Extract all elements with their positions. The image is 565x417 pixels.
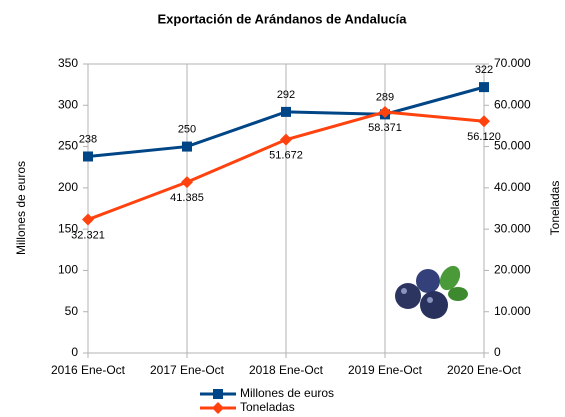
marker-square (281, 106, 291, 117)
y-tick-label: 250 (58, 139, 78, 153)
y-tick-label: 100 (58, 263, 78, 277)
marker-square (182, 141, 192, 152)
data-label: 56.120 (467, 131, 501, 143)
data-label: 41.385 (170, 192, 204, 204)
data-label: 292 (277, 89, 295, 101)
y2-tick-label: 40.000 (494, 180, 531, 194)
y-axis-label: Millones de euros (14, 161, 28, 255)
legend-marker (212, 402, 224, 414)
data-label: 238 (79, 133, 97, 145)
y-tick-label: 200 (58, 180, 78, 194)
data-label: 32.321 (71, 229, 105, 241)
marker-square (83, 151, 93, 162)
y2-tick-label: 20.000 (494, 263, 531, 277)
blueberries (395, 265, 468, 319)
y-tick-label: 150 (58, 221, 78, 235)
data-label: 250 (178, 123, 196, 135)
data-label: 322 (475, 64, 493, 76)
y2-tick-label: 10.000 (494, 304, 531, 318)
x-tick-label: 2020 Ene-Oct (447, 363, 522, 377)
y-tick-label: 50 (65, 304, 79, 318)
marker-diamond (478, 115, 490, 128)
x-tick-label: 2016 Ene-Oct (51, 363, 126, 377)
y2-axis-label: Toneladas (548, 181, 562, 236)
y2-tick-label: 0 (494, 345, 501, 359)
legend-label: Toneladas (240, 400, 295, 414)
y2-tick-label: 50.000 (494, 139, 531, 153)
marker-diamond (379, 106, 391, 119)
y2-tick-label: 60.000 (494, 97, 531, 111)
x-tick-label: 2017 Ene-Oct (150, 363, 225, 377)
y-tick-label: 300 (58, 97, 78, 111)
marker-square (479, 82, 489, 93)
marker-diamond (82, 213, 94, 226)
x-tick-label: 2019 Ene-Oct (348, 363, 423, 377)
data-label: 51.672 (269, 150, 303, 162)
data-label: 58.371 (368, 122, 402, 134)
y-tick-label: 0 (71, 345, 78, 359)
x-tick-label: 2018 Ene-Oct (249, 363, 324, 377)
y2-tick-label: 30.000 (494, 221, 531, 235)
chart-title: Exportación de Arándanos de Andalucía (158, 11, 408, 26)
marker-diamond (181, 176, 193, 189)
marker-diamond (280, 133, 292, 146)
legend-marker (213, 389, 223, 399)
legend-label: Millones de euros (240, 386, 334, 400)
data-label: 289 (376, 91, 394, 103)
y-tick-label: 350 (58, 56, 78, 70)
y2-tick-label: 70.000 (494, 56, 531, 70)
